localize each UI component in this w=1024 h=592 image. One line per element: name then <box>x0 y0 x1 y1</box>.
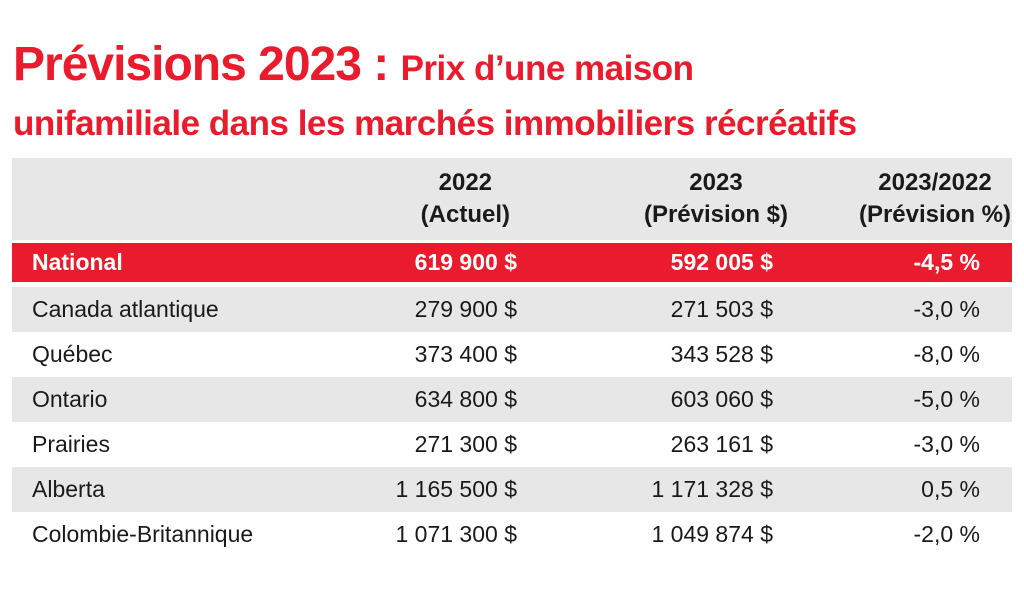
value-2022-cell: 1 071 300 $ <box>395 521 517 547</box>
title-line-2: unifamiliale dans les marchés immobilier… <box>13 104 857 143</box>
pct-cell: -2,0 % <box>913 521 980 547</box>
table-row-prairies: Prairies 271 300 $ 263 161 $ -3,0 % <box>12 422 1012 467</box>
value-2022-cell: 634 800 $ <box>414 386 517 412</box>
title-line-1: Prévisions 2023 : Prix d’une maison <box>13 36 857 98</box>
header-2023-line2: (Prévision $) <box>643 201 788 228</box>
value-2023-cell: 592 005 $ <box>670 249 773 275</box>
region-cell: Ontario <box>32 386 108 412</box>
header-change-pct: 2023/2022 (Prévision %) <box>802 167 1012 231</box>
region-cell: Prairies <box>32 431 110 457</box>
pct-cell: -5,0 % <box>913 386 980 412</box>
page-title: Prévisions 2023 : Prix d’une maison unif… <box>13 36 857 150</box>
pct-cell: 0,5 % <box>921 476 980 502</box>
value-2023-cell: 343 528 $ <box>670 341 773 367</box>
value-2023-cell: 271 503 $ <box>670 296 773 322</box>
value-2023-cell: 1 049 874 $ <box>651 521 773 547</box>
region-cell: Colombie-Britannique <box>32 521 254 547</box>
table-row-national: National 619 900 $ 592 005 $ -4,5 % <box>12 240 1012 287</box>
header-2022-line1: 2022 <box>438 169 493 196</box>
table-row-colombie-britannique: Colombie-Britannique 1 071 300 $ 1 049 8… <box>12 512 1012 557</box>
value-2023-cell: 1 171 328 $ <box>651 476 773 502</box>
table-row-canada-atlantique: Canada atlantique 279 900 $ 271 503 $ -3… <box>12 287 1012 332</box>
pct-cell: -8,0 % <box>913 341 980 367</box>
value-2022-cell: 271 300 $ <box>414 431 517 457</box>
table-row-alberta: Alberta 1 165 500 $ 1 171 328 $ 0,5 % <box>12 467 1012 512</box>
header-2022-actual: 2022 (Actuel) <box>342 167 552 231</box>
title-prefix: Prévisions 2023 : <box>13 38 389 91</box>
pct-cell: -3,0 % <box>913 296 980 322</box>
value-2022-cell: 1 165 500 $ <box>395 476 517 502</box>
header-pct-line1: 2023/2022 <box>878 169 992 196</box>
table-header-row: 2022 (Actuel) 2023 (Prévision $) 2023/20… <box>12 158 1012 240</box>
header-2023-forecast: 2023 (Prévision $) <box>552 167 802 231</box>
value-2022-cell: 619 900 $ <box>414 249 517 275</box>
value-2022-cell: 279 900 $ <box>414 296 517 322</box>
value-2023-cell: 263 161 $ <box>670 431 773 457</box>
region-cell: Alberta <box>32 476 105 502</box>
value-2022-cell: 373 400 $ <box>414 341 517 367</box>
header-2023-line1: 2023 <box>689 169 743 196</box>
region-cell: Québec <box>32 341 113 367</box>
table-row-ontario: Ontario 634 800 $ 603 060 $ -5,0 % <box>12 377 1012 422</box>
pct-cell: -3,0 % <box>913 431 980 457</box>
header-2022-line2: (Actuel) <box>420 201 510 228</box>
title-line1-suffix: Prix d’une maison <box>400 49 694 88</box>
table-row-quebec: Québec 373 400 $ 343 528 $ -8,0 % <box>12 332 1012 377</box>
region-cell: National <box>32 249 123 275</box>
region-cell: Canada atlantique <box>32 296 219 322</box>
forecast-table: 2022 (Actuel) 2023 (Prévision $) 2023/20… <box>12 158 1012 557</box>
pct-cell: -4,5 % <box>913 249 980 275</box>
header-pct-line2: (Prévision %) <box>858 201 1011 228</box>
value-2023-cell: 603 060 $ <box>670 386 773 412</box>
